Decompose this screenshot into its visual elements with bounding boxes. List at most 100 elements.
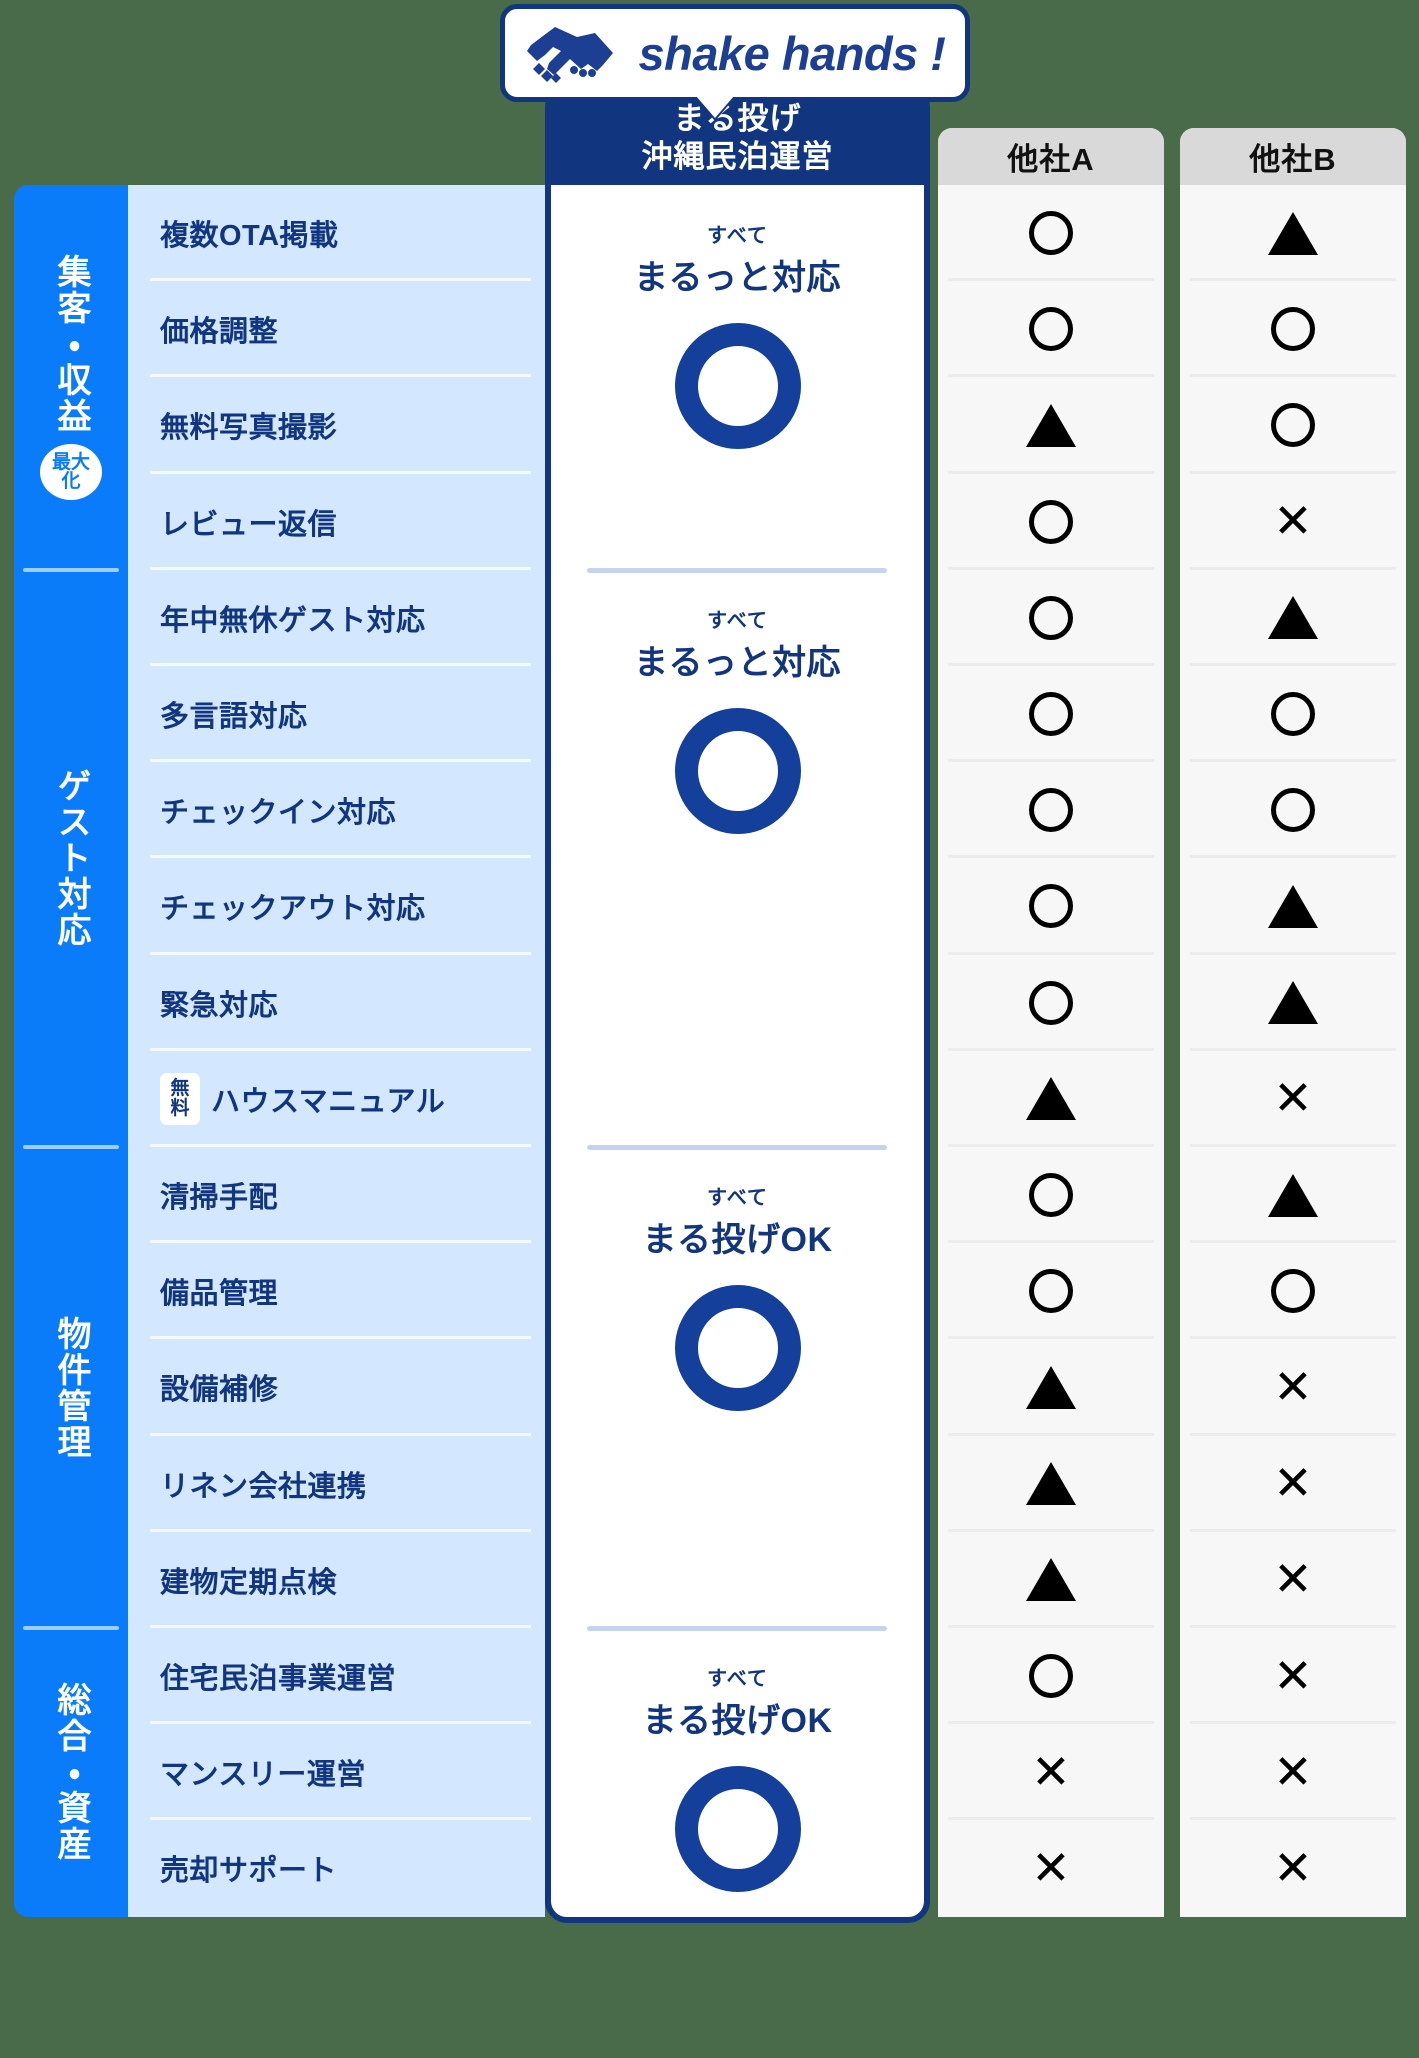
- competitor-b-cell: ✕: [1180, 1436, 1406, 1532]
- competitor-a-cell: [938, 1628, 1164, 1725]
- competitor-b-cell: [1180, 1147, 1406, 1244]
- row-divider: [948, 1240, 1154, 1244]
- row-divider: [150, 1047, 531, 1051]
- row-divider: [1190, 662, 1396, 666]
- category-group-3: 物件管理: [14, 1147, 128, 1628]
- logo-bubble-tail: [696, 96, 734, 118]
- category-label: ゲスト対応: [52, 768, 91, 949]
- feature-label: 年中無休ゲスト対応: [160, 604, 426, 637]
- feature-label: 価格調整: [160, 316, 279, 349]
- row-divider: [150, 1432, 531, 1436]
- competitor-a-cell: [938, 185, 1164, 282]
- cross-mark-icon: ✕: [1273, 1456, 1313, 1512]
- competitor-b-header: 他社B: [1180, 128, 1406, 185]
- competitor-a-cell: [938, 474, 1164, 570]
- feature-label: ハウスマニュアル: [211, 1085, 446, 1118]
- triangle-mark-icon: [1026, 1558, 1076, 1602]
- competitor-a-cell: ✕: [938, 1820, 1164, 1916]
- row-divider: [150, 759, 531, 763]
- hero-column-header: まる投げ 沖縄民泊運営: [551, 91, 924, 185]
- competitor-a-cell: [938, 1147, 1164, 1244]
- row-divider: [1190, 1624, 1396, 1628]
- category-divider: [23, 1626, 119, 1630]
- competitor-b-cell: [1180, 955, 1406, 1051]
- category-divider: [23, 1145, 119, 1149]
- row-divider: [948, 1432, 1154, 1436]
- circle-mark-icon: [1029, 692, 1073, 737]
- triangle-mark-icon: [1268, 981, 1318, 1025]
- competitor-a-cell: [938, 762, 1164, 859]
- row-divider: [948, 1336, 1154, 1340]
- row-divider: [1190, 374, 1396, 378]
- circle-mark-icon: [1029, 499, 1073, 544]
- hero-column: まる投げ 沖縄民泊運営 すべて まるっと対応 すべて まるっと対応 すべて まる投げOK す…: [545, 85, 930, 1923]
- circle-mark-icon: [1271, 788, 1315, 833]
- cross-mark-icon: ✕: [1273, 1071, 1313, 1127]
- row-divider: [948, 566, 1154, 570]
- circle-mark-icon: [1271, 403, 1315, 448]
- category-group-1: 集客・収益 最大化: [14, 185, 128, 570]
- competitor-b-cell: ✕: [1180, 1628, 1406, 1725]
- competitor-b-cell: [1180, 858, 1406, 955]
- feature-row: 設備補修: [128, 1339, 545, 1436]
- row-divider: [150, 1336, 531, 1340]
- circle-mark-icon: [1271, 307, 1315, 352]
- feature-row: 建物定期点検: [128, 1532, 545, 1628]
- row-divider: [1190, 1047, 1396, 1051]
- hero-block-kicker: すべて: [707, 1187, 768, 1209]
- feature-label: 複数OTA掲載: [160, 220, 339, 253]
- feature-row: 価格調整: [128, 281, 545, 378]
- hero-title-line2: 沖縄民泊運営: [641, 139, 834, 174]
- circle-mark-icon: [1029, 788, 1073, 833]
- competitor-a-cell: [938, 1243, 1164, 1340]
- row-divider: [150, 278, 531, 282]
- feature-row: レビュー返信: [128, 474, 545, 570]
- row-divider: [1190, 1432, 1396, 1436]
- feature-row: 年中無休ゲスト対応: [128, 570, 545, 666]
- cross-mark-icon: ✕: [1273, 1552, 1313, 1608]
- hero-block-title: まるっと対応: [634, 643, 841, 682]
- feature-label: チェックアウト対応: [160, 893, 426, 926]
- feature-label: 緊急対応: [160, 989, 279, 1022]
- feature-row: 備品管理: [128, 1243, 545, 1340]
- feature-label: 清掃手配: [160, 1182, 279, 1215]
- feature-label: 設備補修: [160, 1374, 279, 1407]
- circle-mark-icon: [674, 1766, 801, 1892]
- hero-block-1: すべて まるっと対応: [551, 185, 924, 570]
- circle-mark-icon: [1029, 1269, 1073, 1314]
- row-divider: [948, 1047, 1154, 1051]
- competitor-b-cell: [1180, 570, 1406, 666]
- hero-block-title: まるっと対応: [634, 259, 841, 297]
- competitor-a-cell: [938, 1339, 1164, 1436]
- triangle-mark-icon: [1268, 211, 1318, 255]
- row-divider: [1190, 855, 1396, 859]
- triangle-mark-icon: [1026, 1462, 1076, 1506]
- competitor-b-cell: ✕: [1180, 1532, 1406, 1628]
- brand-wordmark: shake hands !: [638, 26, 946, 80]
- competitor-a-cell: ✕: [938, 1724, 1164, 1821]
- circle-mark-icon: [674, 1285, 801, 1411]
- feature-label: マンスリー運営: [160, 1759, 366, 1792]
- free-badge-line1: 無: [170, 1077, 190, 1099]
- row-divider: [1190, 1240, 1396, 1244]
- feature-row: 無料写真撮影: [128, 377, 545, 474]
- circle-mark-icon: [1029, 1654, 1073, 1699]
- circle-mark-icon: [1029, 1173, 1073, 1218]
- hero-block-title: まる投げOK: [642, 1702, 833, 1740]
- row-divider: [150, 662, 531, 666]
- circle-mark-icon: [1271, 1269, 1315, 1314]
- hero-block-2: すべて まるっと対応: [551, 570, 924, 1147]
- competitor-b-cell: [1180, 762, 1406, 859]
- competitor-b-cell: [1180, 377, 1406, 474]
- feature-label: 備品管理: [160, 1278, 279, 1311]
- feature-row: マンスリー運営: [128, 1724, 545, 1821]
- row-divider: [1190, 1528, 1396, 1532]
- row-divider: [150, 470, 531, 474]
- hero-block-kicker: すべて: [707, 609, 768, 632]
- row-divider: [948, 855, 1154, 859]
- feature-row: 売却サポート: [128, 1820, 545, 1916]
- feature-label: 多言語対応: [160, 701, 308, 734]
- row-divider: [948, 1817, 1154, 1821]
- competitor-b-cell: ✕: [1180, 474, 1406, 570]
- free-badge-line2: 料: [170, 1097, 190, 1119]
